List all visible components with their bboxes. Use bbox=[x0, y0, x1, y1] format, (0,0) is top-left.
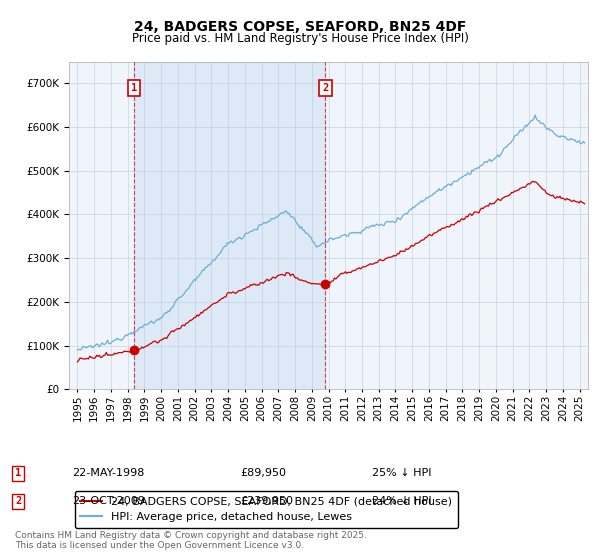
Legend: 24, BADGERS COPSE, SEAFORD, BN25 4DF (detached house), HPI: Average price, detac: 24, BADGERS COPSE, SEAFORD, BN25 4DF (de… bbox=[74, 491, 458, 528]
Text: Price paid vs. HM Land Registry's House Price Index (HPI): Price paid vs. HM Land Registry's House … bbox=[131, 32, 469, 45]
Text: 2: 2 bbox=[322, 83, 328, 93]
Text: 22-MAY-1998: 22-MAY-1998 bbox=[72, 468, 145, 478]
Text: 1: 1 bbox=[131, 83, 137, 93]
Text: Contains HM Land Registry data © Crown copyright and database right 2025.
This d: Contains HM Land Registry data © Crown c… bbox=[15, 530, 367, 550]
Text: 23-OCT-2009: 23-OCT-2009 bbox=[72, 496, 145, 506]
Bar bbox=[134, 62, 325, 389]
Text: 2: 2 bbox=[15, 496, 21, 506]
Text: £89,950: £89,950 bbox=[240, 468, 286, 478]
Text: 1: 1 bbox=[15, 468, 21, 478]
Text: 25% ↓ HPI: 25% ↓ HPI bbox=[372, 468, 431, 478]
Text: 24, BADGERS COPSE, SEAFORD, BN25 4DF: 24, BADGERS COPSE, SEAFORD, BN25 4DF bbox=[134, 20, 466, 34]
Text: £239,950: £239,950 bbox=[240, 496, 293, 506]
Text: 24% ↓ HPI: 24% ↓ HPI bbox=[372, 496, 431, 506]
